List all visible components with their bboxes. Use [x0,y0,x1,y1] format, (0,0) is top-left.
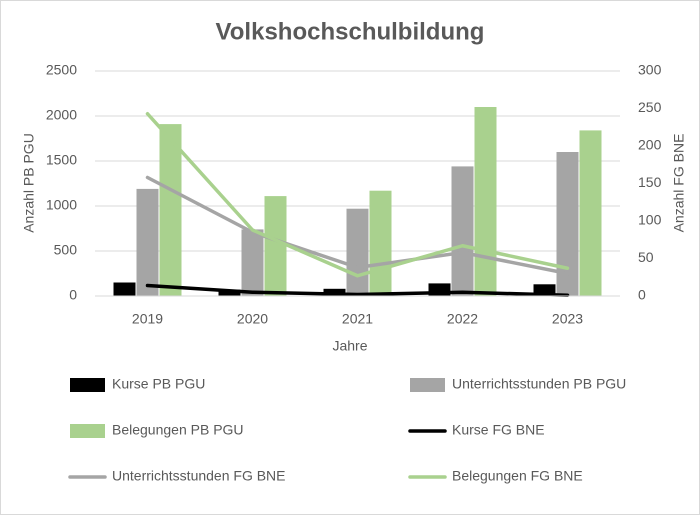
bar [113,282,136,296]
y2-axis-title: Anzahl FG BNE [671,134,687,233]
legend-label: Unterrichtsstunden FG BNE [112,468,286,484]
y-tick-label: 500 [54,242,78,258]
legend: Kurse PB PGU Unterrichtsstunden PB PGU Bel… [68,376,626,484]
bar [556,152,579,296]
y2-tick-label: 200 [638,137,662,153]
y2-tick-label: 50 [638,249,654,265]
y-tick-label: 2000 [46,107,77,123]
y2-tick-label: 100 [638,212,662,228]
y2-tick-label: 300 [638,62,662,78]
line [145,283,570,297]
line [145,112,570,278]
bar [474,107,497,296]
legend-swatch [70,424,105,438]
y-tick-label: 1000 [46,197,77,213]
legend-swatch [70,378,105,392]
x-axis-title: Jahre [332,338,367,354]
legend-swatch [410,378,445,392]
y-tick-label: 2500 [46,62,77,78]
legend-label: Belegungen PB PGU [112,422,244,438]
y-tick-label: 1500 [46,152,77,168]
bar [346,208,369,296]
bar [218,289,241,296]
legend-label: Unterrichtsstunden PB PGU [452,376,626,392]
bar [264,196,287,296]
x-tick-label: 2022 [447,311,478,327]
legend-label: Kurse FG BNE [452,422,545,438]
y-tick-label: 0 [69,287,77,303]
bar [241,229,264,296]
y2-tick-label: 250 [638,99,662,115]
x-tick-label: 2021 [342,311,373,327]
bar [159,124,182,296]
chart-title: Volkshochschulbildung [216,18,485,45]
x-tick-label: 2020 [237,311,268,327]
legend-label: Belegungen FG BNE [452,468,583,484]
y2-tick-label: 0 [638,287,646,303]
x-tick-label: 2019 [132,311,163,327]
bar [451,166,474,296]
x-tick-label: 2023 [552,311,583,327]
bar [136,188,159,296]
y2-tick-label: 150 [638,174,662,190]
line [145,175,570,276]
y-axis-title: Anzahl PB PGU [21,133,37,233]
legend-label: Kurse PB PGU [112,376,205,392]
bar [579,130,602,296]
bar [369,190,392,296]
bar [533,284,556,296]
